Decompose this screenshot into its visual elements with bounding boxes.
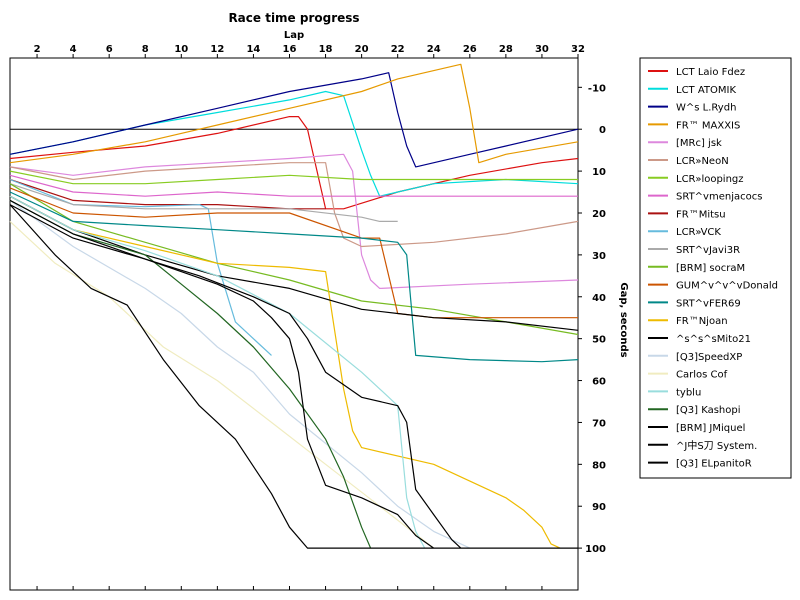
legend-entry: W^s L.Rydh xyxy=(676,103,736,114)
x-tick-label: 12 xyxy=(210,44,224,55)
x-tick-label: 28 xyxy=(499,44,513,55)
y-tick-label: 60 xyxy=(592,377,606,388)
y-tick-label: 100 xyxy=(585,544,606,555)
legend-entry: [Q3]SpeedXP xyxy=(676,352,742,363)
series-line xyxy=(9,195,561,549)
legend-entry: SRT^vFER69 xyxy=(676,298,741,309)
series-line xyxy=(9,178,326,210)
x-tick-label: 10 xyxy=(174,44,188,55)
series-line xyxy=(9,63,579,164)
y-tick-label: 40 xyxy=(592,293,606,304)
y-tick-label: 10 xyxy=(592,167,606,178)
legend-entry: ^s^s^sMito21 xyxy=(676,334,751,345)
legend-entry: FR™Mitsu xyxy=(676,209,726,220)
legend-entry: [BRM] JMiquel xyxy=(676,423,745,434)
y-tick-label: -10 xyxy=(588,83,606,94)
y-tick-label: 90 xyxy=(592,502,606,513)
legend-entry: SRT^vmenjacocs xyxy=(676,192,762,203)
legend-entry: LCR»VCK xyxy=(676,227,721,238)
legend-entry: Carlos Cof xyxy=(676,370,728,381)
legend-entry: FR™ MAXXIS xyxy=(676,120,740,131)
series-line xyxy=(9,204,578,549)
series-line xyxy=(9,195,426,549)
x-axis-title: Lap xyxy=(284,30,304,41)
x-tick-label: 6 xyxy=(106,44,113,55)
y-tick-label: 20 xyxy=(592,209,606,220)
series-line xyxy=(9,220,435,549)
legend-entry: SRT^vJavi3R xyxy=(676,245,740,256)
legend-entry: [Q3] Kashopi xyxy=(676,405,741,416)
legend-entry: ^J中S刀 System. xyxy=(676,439,757,452)
x-tick-label: 2 xyxy=(34,44,41,55)
legend-entry: FR™Njoan xyxy=(676,316,728,327)
legend-entry: LCT Laio Fdez xyxy=(676,67,745,78)
series-lines xyxy=(9,63,579,549)
series-line xyxy=(9,72,579,168)
legend-box xyxy=(639,57,792,479)
series-line xyxy=(9,115,579,210)
plot-area xyxy=(9,57,579,591)
x-tick-label: 30 xyxy=(535,44,549,55)
x-tick-label: 16 xyxy=(283,44,297,55)
legend: LCT Laio Fdez LCT ATOMIK W^s L.Rydh FR™ MAX… xyxy=(639,57,792,479)
x-tick-label: 22 xyxy=(391,44,405,55)
y-tick-label: 0 xyxy=(599,125,606,136)
series-line xyxy=(9,162,579,248)
legend-entry: LCT ATOMIK xyxy=(676,85,736,96)
y-tick-label: 80 xyxy=(592,460,606,471)
series-line xyxy=(9,174,578,197)
legend-entry: [MRc] jsk xyxy=(676,138,722,149)
y-tick-label: 30 xyxy=(592,251,606,262)
series-line xyxy=(9,199,471,549)
legend-entry: LCR»NeoN xyxy=(676,156,729,167)
x-tick-label: 4 xyxy=(70,44,77,55)
y-tick-label: 70 xyxy=(592,418,606,429)
legend-entry: LCR»loopingz xyxy=(676,174,744,185)
series-line xyxy=(9,195,579,331)
x-tick-label: 14 xyxy=(246,44,260,55)
y-axis-title: Gap, seconds xyxy=(618,282,629,357)
legend-entry: [BRM] socraM xyxy=(676,263,745,274)
series-line xyxy=(9,191,579,363)
legend-entry: tyblu xyxy=(676,387,701,398)
series-line xyxy=(9,153,579,289)
legend-entry: [Q3] ELpanitoR xyxy=(676,459,752,470)
series-line xyxy=(9,204,462,549)
y-tick-label: 50 xyxy=(592,335,606,346)
x-tick-label: 32 xyxy=(571,44,585,55)
x-tick-label: 26 xyxy=(463,44,477,55)
x-tick-label: 20 xyxy=(355,44,369,55)
series-line xyxy=(9,183,398,222)
x-tick-label: 24 xyxy=(427,44,441,55)
x-tick-label: 18 xyxy=(319,44,333,55)
y-axis: -10 0 10 20 30 40 50 60 70 80 90 100 xyxy=(578,83,606,555)
chart-title: Race time progress xyxy=(228,11,359,25)
series-line xyxy=(9,170,578,185)
x-axis: 2 4 6 8 10 12 14 16 18 20 22 24 26 28 30 32 xyxy=(34,44,585,590)
x-tick-label: 8 xyxy=(142,44,149,55)
legend-entry: GUM^v^v^vDonald xyxy=(676,281,778,292)
